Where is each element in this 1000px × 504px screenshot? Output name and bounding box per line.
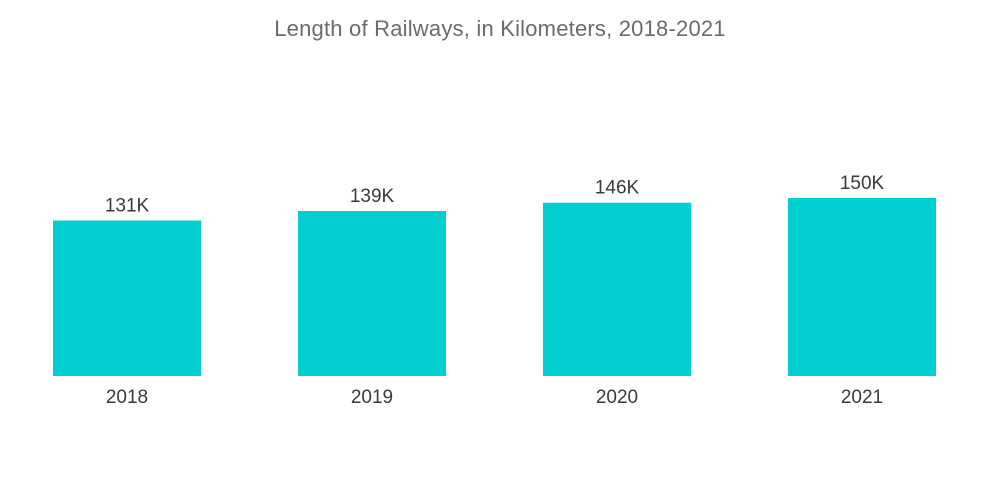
x-tick-label-2021: 2021 [841, 387, 883, 408]
bar-2019 [298, 211, 446, 376]
data-label-2019: 139K [350, 186, 395, 207]
x-tick-label-2019: 2019 [351, 387, 393, 408]
chart-title: Length of Railways, in Kilometers, 2018-… [274, 16, 726, 41]
bar-2021 [788, 198, 936, 376]
bar-2020 [543, 202, 691, 376]
bar-2018 [53, 220, 201, 376]
data-label-2020: 146K [595, 178, 640, 199]
x-tick-label-2020: 2020 [596, 387, 638, 408]
x-tick-label-2018: 2018 [106, 387, 148, 408]
data-label-2021: 150K [840, 173, 885, 194]
data-label-2018: 131K [105, 196, 150, 217]
